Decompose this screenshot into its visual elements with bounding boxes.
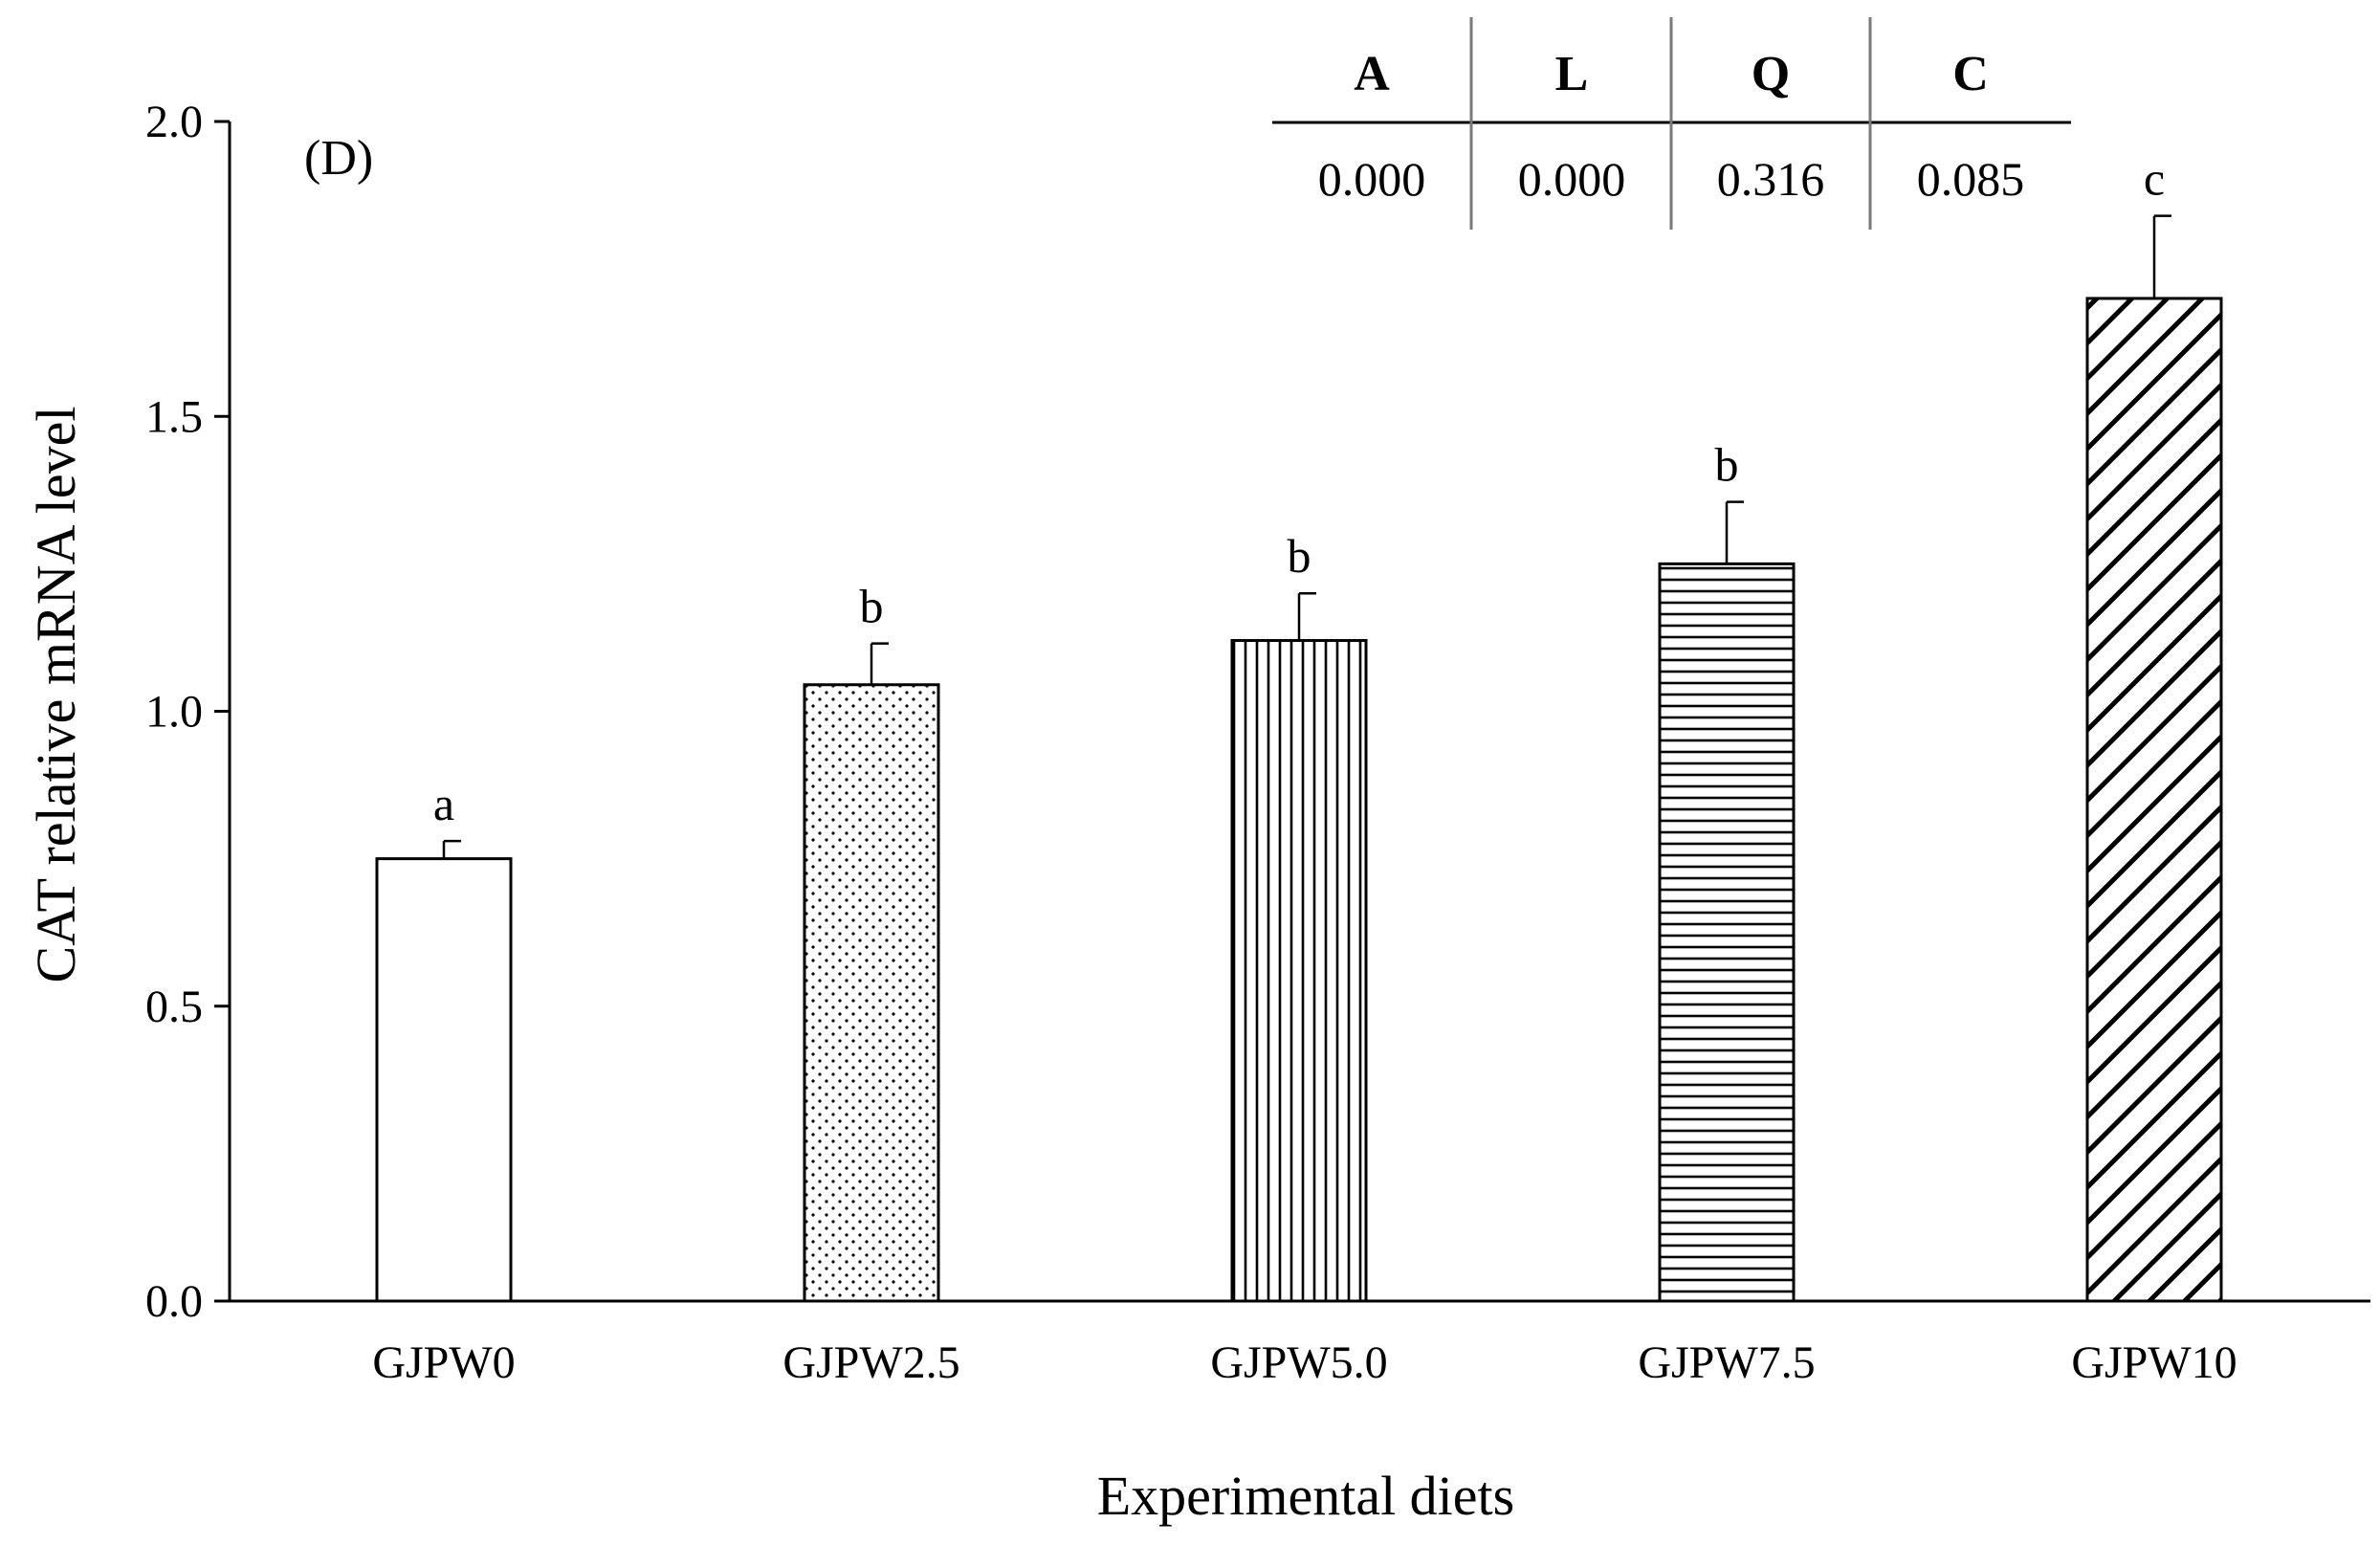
bar-gjpw5-0: [1230, 639, 1368, 1303]
significance-label: b: [860, 580, 884, 633]
significance-labels: a b b b c: [433, 152, 2165, 830]
x-category-label: GJPW10: [2071, 1337, 2237, 1388]
table-header: Q: [1752, 47, 1790, 101]
table-value: 0.000: [1318, 152, 1426, 206]
y-axis: 0.0 0.5 1.0 1.5 2.0: [145, 97, 231, 1327]
x-category-label: GJPW7.5: [1638, 1337, 1815, 1388]
table-value: 0.316: [1717, 152, 1825, 206]
x-axis-category-labels: GJPW0 GJPW2.5 GJPW5.0 GJPW7.5 GJPW10: [372, 1337, 2237, 1388]
bar-gjpw0: [375, 857, 513, 1303]
y-tick-label: 0.5: [145, 982, 203, 1032]
stats-table: A L Q C 0.000 0.000 0.316 0.085: [1272, 17, 2071, 230]
bars: [375, 297, 2223, 1303]
x-axis-title: Experimental diets: [1097, 1465, 1514, 1527]
y-tick-label: 1.0: [145, 687, 203, 738]
table-value: 0.000: [1518, 152, 1626, 206]
y-tick-label: 0.0: [145, 1276, 203, 1327]
bar-gjpw2-5: [803, 683, 940, 1303]
y-tick-label: 1.5: [145, 391, 203, 442]
table-value: 0.085: [1917, 152, 2025, 206]
x-category-label: GJPW5.0: [1210, 1337, 1387, 1388]
bar-gjpw7-5: [1658, 562, 1796, 1303]
x-category-label: GJPW2.5: [782, 1337, 959, 1388]
x-category-label: GJPW0: [372, 1337, 515, 1388]
y-axis-title: CAT relative mRNA level: [25, 407, 87, 983]
y-tick-label: 2.0: [145, 97, 203, 147]
table-header: C: [1952, 47, 1989, 101]
table-header: A: [1354, 47, 1390, 101]
bar-gjpw10: [2085, 297, 2223, 1303]
panel-label: (D): [304, 131, 373, 186]
error-bars: [442, 214, 2171, 859]
significance-label: b: [1288, 529, 1311, 583]
significance-label: c: [2144, 152, 2165, 206]
significance-label: b: [1715, 438, 1739, 492]
significance-label: a: [433, 777, 454, 830]
table-header: L: [1555, 47, 1589, 101]
